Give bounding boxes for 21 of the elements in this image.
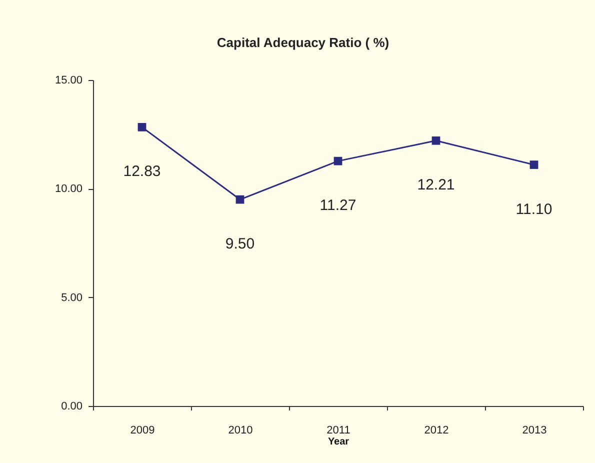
- data-label: 12.21: [417, 176, 455, 194]
- x-tick-label: 2011: [326, 424, 350, 436]
- point: [334, 156, 342, 166]
- x-tick-label: 2009: [130, 424, 155, 436]
- point: [530, 160, 538, 169]
- x-tick-label: 2010: [228, 424, 253, 436]
- y-tick-label: 10.00: [54, 183, 82, 196]
- chart-title: Capital Adequacy Ratio ( %): [216, 35, 390, 50]
- data-label: 11.10: [516, 200, 552, 218]
- y-tick-label: 5.00: [61, 292, 82, 304]
- y-tick-label: 15.00: [54, 74, 82, 86]
- data-label: 11.27: [320, 197, 356, 214]
- x-axis-title: Year: [328, 436, 350, 448]
- data-label: 12.83: [123, 163, 161, 180]
- x-tick-label: 2012: [424, 424, 449, 436]
- point: [236, 195, 244, 204]
- x-tick-label: 2013: [522, 424, 547, 436]
- data-label: 9.50: [225, 236, 255, 253]
- point: [432, 136, 440, 145]
- point: [138, 122, 146, 132]
- y-tick-label: 0.00: [61, 400, 82, 412]
